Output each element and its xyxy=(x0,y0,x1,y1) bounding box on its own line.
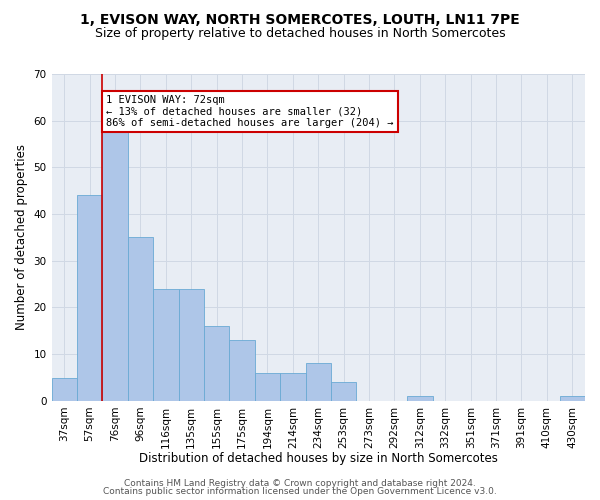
Text: Contains public sector information licensed under the Open Government Licence v3: Contains public sector information licen… xyxy=(103,487,497,496)
Bar xyxy=(77,196,103,401)
Bar xyxy=(560,396,585,401)
Text: Size of property relative to detached houses in North Somercotes: Size of property relative to detached ho… xyxy=(95,28,505,40)
Bar xyxy=(52,378,77,401)
Text: Contains HM Land Registry data © Crown copyright and database right 2024.: Contains HM Land Registry data © Crown c… xyxy=(124,478,476,488)
Bar xyxy=(128,238,153,401)
Bar xyxy=(204,326,229,401)
Y-axis label: Number of detached properties: Number of detached properties xyxy=(15,144,28,330)
Bar xyxy=(255,373,280,401)
Text: 1 EVISON WAY: 72sqm
← 13% of detached houses are smaller (32)
86% of semi-detach: 1 EVISON WAY: 72sqm ← 13% of detached ho… xyxy=(106,95,394,128)
X-axis label: Distribution of detached houses by size in North Somercotes: Distribution of detached houses by size … xyxy=(139,452,498,465)
Bar xyxy=(179,289,204,401)
Bar xyxy=(331,382,356,401)
Bar xyxy=(305,364,331,401)
Bar xyxy=(229,340,255,401)
Text: 1, EVISON WAY, NORTH SOMERCOTES, LOUTH, LN11 7PE: 1, EVISON WAY, NORTH SOMERCOTES, LOUTH, … xyxy=(80,12,520,26)
Bar xyxy=(407,396,433,401)
Bar xyxy=(280,373,305,401)
Bar xyxy=(153,289,179,401)
Bar xyxy=(103,126,128,401)
